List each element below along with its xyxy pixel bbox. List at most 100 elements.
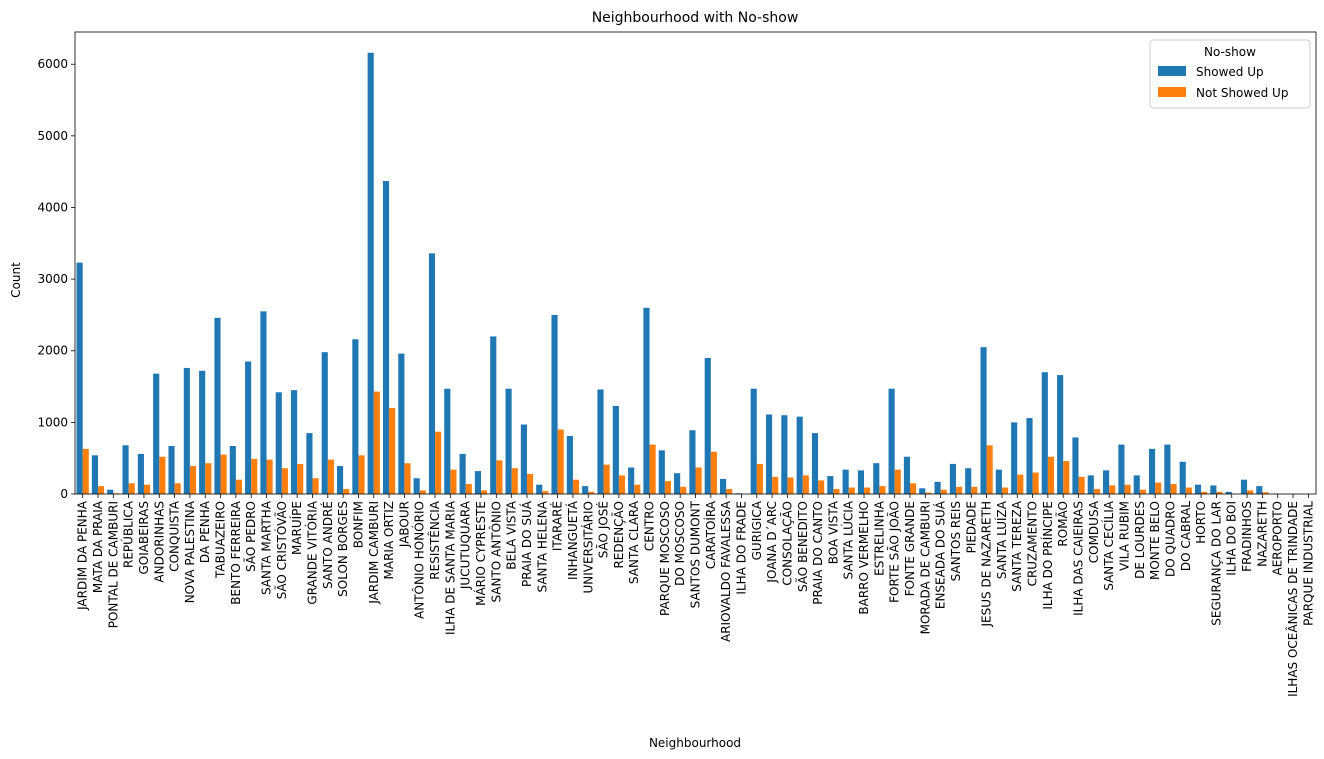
bar-showed-up-12 bbox=[260, 311, 267, 494]
x-tick-label-22: ANTÔNIO HONÓRIO bbox=[412, 501, 427, 619]
bar-showed-up-58 bbox=[965, 468, 972, 494]
x-tick-label-2: PONTAL DE CAMBURI bbox=[106, 501, 120, 628]
x-tick-label-16: SANTO ANDRÉ bbox=[320, 501, 335, 589]
x-tick-label-80: PARQUE INDUSTRIAL bbox=[1301, 501, 1315, 626]
bar-not-showed-up-21 bbox=[404, 463, 411, 494]
bar-not-showed-up-25 bbox=[465, 483, 472, 494]
bar-showed-up-42 bbox=[720, 478, 727, 494]
bar-not-showed-up-46 bbox=[787, 477, 794, 494]
bar-showed-up-65 bbox=[1072, 437, 1079, 494]
bar-not-showed-up-41 bbox=[710, 451, 717, 494]
x-tick-label-33: UNIVERSITÁRIO bbox=[580, 501, 595, 594]
bar-showed-up-72 bbox=[1179, 461, 1186, 494]
bar-not-showed-up-5 bbox=[159, 456, 166, 494]
x-tick-label-49: BOA VISTA bbox=[826, 500, 840, 564]
bar-not-showed-up-55 bbox=[925, 492, 932, 494]
x-tick-label-72: DO CABRAL bbox=[1179, 501, 1193, 571]
legend-label-1: Not Showed Up bbox=[1196, 86, 1288, 100]
y-tick-label-2: 2000 bbox=[37, 344, 68, 358]
bar-not-showed-up-71 bbox=[1170, 483, 1177, 494]
bar-showed-up-9 bbox=[214, 317, 221, 494]
bar-not-showed-up-37 bbox=[649, 444, 656, 494]
bar-showed-up-24 bbox=[444, 388, 451, 494]
bar-showed-up-26 bbox=[474, 471, 482, 494]
x-tick-label-1: MATA DA PRAIA bbox=[91, 500, 105, 593]
bar-not-showed-up-36 bbox=[634, 484, 641, 494]
bar-not-showed-up-47 bbox=[802, 475, 809, 494]
bar-showed-up-56 bbox=[934, 481, 941, 494]
x-tick-label-23: RESISTÊNCIA bbox=[427, 500, 442, 580]
x-tick-label-45: JOANA D´ARC bbox=[765, 501, 779, 584]
bar-showed-up-33 bbox=[582, 486, 589, 494]
x-tick-label-53: FORTE SÃO JOÃO bbox=[887, 501, 902, 603]
x-tick-label-79: ILHAS OCEÂNICAS DE TRINDADE bbox=[1285, 501, 1300, 697]
bar-showed-up-45 bbox=[765, 414, 773, 494]
x-tick-label-36: SANTA CLARA bbox=[627, 500, 641, 584]
bar-showed-up-39 bbox=[674, 473, 681, 494]
bar-showed-up-47 bbox=[796, 416, 803, 494]
bar-showed-up-1 bbox=[91, 455, 98, 494]
x-tick-label-48: PRAIA DO CANTO bbox=[811, 501, 825, 605]
bar-not-showed-up-70 bbox=[1155, 482, 1162, 494]
x-tick-label-73: HORTO bbox=[1194, 501, 1208, 544]
bar-not-showed-up-77 bbox=[1262, 492, 1269, 494]
bar-showed-up-32 bbox=[566, 435, 573, 494]
bar-not-showed-up-62 bbox=[1032, 472, 1039, 494]
bar-showed-up-57 bbox=[949, 463, 956, 494]
x-tick-label-59: JESUS DE NAZARETH bbox=[980, 501, 994, 627]
x-tick-label-67: SANTA CECÍLIA bbox=[1101, 500, 1116, 591]
bar-showed-up-62 bbox=[1026, 418, 1033, 494]
x-tick-label-21: JABOUR bbox=[397, 501, 411, 548]
bar-not-showed-up-16 bbox=[327, 459, 334, 494]
bar-not-showed-up-1 bbox=[97, 486, 105, 494]
bar-not-showed-up-10 bbox=[235, 479, 242, 494]
y-tick-label-0: 0 bbox=[60, 487, 68, 501]
x-tick-label-57: SANTOS REIS bbox=[949, 501, 963, 581]
x-tick-label-54: FONTE GRANDE bbox=[903, 501, 917, 596]
bar-not-showed-up-58 bbox=[971, 486, 978, 494]
bar-showed-up-0 bbox=[76, 262, 83, 494]
bar-not-showed-up-60 bbox=[1001, 487, 1009, 494]
y-tick-label-4: 4000 bbox=[37, 200, 68, 214]
bar-not-showed-up-57 bbox=[955, 486, 963, 494]
bar-not-showed-up-0 bbox=[82, 448, 89, 494]
x-tick-label-11: SÃO PEDRO bbox=[243, 501, 258, 572]
x-tick-label-42: ARIOVALDO FAVALESSA bbox=[719, 500, 733, 642]
x-tick-label-29: PRAIA DO SUÁ bbox=[519, 500, 534, 587]
x-tick-label-47: SÃO BENEDITO bbox=[795, 501, 810, 592]
bar-showed-up-29 bbox=[520, 424, 527, 494]
x-tick-label-17: SOLON BORGES bbox=[336, 501, 350, 597]
bar-not-showed-up-59 bbox=[986, 445, 993, 494]
bar-not-showed-up-4 bbox=[143, 484, 151, 494]
bar-not-showed-up-49 bbox=[833, 488, 840, 494]
bar-not-showed-up-17 bbox=[343, 488, 350, 494]
x-tick-label-30: SANTA HELENA bbox=[535, 500, 549, 592]
bar-showed-up-18 bbox=[352, 339, 359, 494]
x-tick-label-28: BELA VISTA bbox=[505, 500, 519, 570]
bar-not-showed-up-40 bbox=[695, 467, 702, 494]
x-tick-label-7: NOVA PALESTINA bbox=[183, 500, 197, 603]
bar-showed-up-34 bbox=[597, 389, 604, 494]
bar-not-showed-up-20 bbox=[389, 408, 396, 494]
legend-swatch-1 bbox=[1158, 87, 1186, 97]
bar-not-showed-up-50 bbox=[848, 487, 855, 494]
bar-showed-up-60 bbox=[995, 469, 1002, 494]
x-tick-label-13: SÃO CRISTÓVÃO bbox=[274, 501, 289, 599]
bar-showed-up-54 bbox=[903, 456, 910, 494]
x-tick-label-52: ESTRELINHA bbox=[872, 500, 886, 576]
bar-showed-up-37 bbox=[643, 307, 650, 494]
bar-showed-up-30 bbox=[536, 484, 543, 494]
bar-not-showed-up-61 bbox=[1017, 474, 1024, 494]
bar-not-showed-up-72 bbox=[1185, 487, 1192, 494]
bar-not-showed-up-31 bbox=[557, 429, 564, 494]
bar-showed-up-21 bbox=[398, 353, 405, 494]
bar-not-showed-up-15 bbox=[312, 478, 319, 494]
x-tick-label-25: JUCUTUQUARA bbox=[459, 500, 473, 590]
bar-not-showed-up-44 bbox=[756, 463, 763, 494]
bar-showed-up-17 bbox=[336, 466, 344, 494]
x-tick-label-20: MARIA ORTIZ bbox=[382, 501, 396, 579]
bar-not-showed-up-39 bbox=[680, 486, 687, 494]
bar-not-showed-up-30 bbox=[542, 491, 549, 494]
bar-not-showed-up-3 bbox=[128, 483, 135, 494]
bar-not-showed-up-66 bbox=[1093, 488, 1100, 494]
